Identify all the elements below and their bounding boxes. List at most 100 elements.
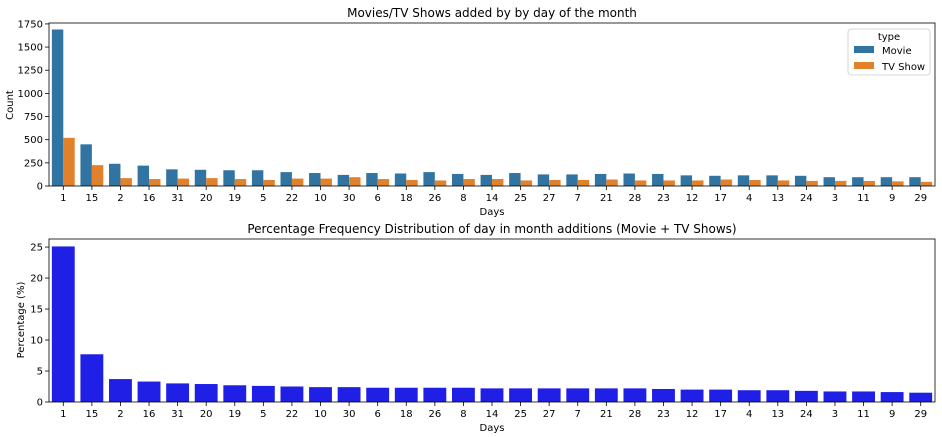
- bar-tv-show-day-5: [263, 179, 275, 186]
- x-tick-label: 9: [889, 409, 895, 420]
- bar-tv-show-day-29: [920, 181, 933, 186]
- y-tick-label: 1500: [18, 43, 43, 54]
- x-tick-label: 3: [832, 193, 838, 204]
- bar-day-1: [51, 246, 75, 402]
- x-tick-label: 15: [86, 409, 99, 420]
- x-tick-label: 9: [889, 193, 895, 204]
- bar-day-4: [737, 390, 761, 402]
- x-tick-label: 20: [200, 193, 213, 204]
- x-tick-label: 10: [314, 409, 327, 420]
- bar-tv-show-day-7: [577, 179, 590, 186]
- bar-day-28: [623, 388, 647, 402]
- x-tick-label: 12: [686, 409, 699, 420]
- bar-day-6: [366, 387, 390, 402]
- bar-tv-show-day-30: [349, 177, 361, 186]
- bar-movie-day-3: [823, 177, 835, 186]
- x-ticks: 1 15 2 16 31 20 19 5 22 10 30 6 18 26 8 14 25 27 7 21 28 23 12…: [60, 186, 927, 204]
- x-tick-label: 4: [746, 193, 752, 204]
- bar-movie-day-23: [652, 173, 664, 186]
- x-tick-label: 28: [629, 193, 642, 204]
- bar-tv-show-day-20: [206, 178, 218, 186]
- bar-day-15: [80, 354, 104, 402]
- bar-tv-show-day-23: [663, 180, 675, 186]
- x-tick-label: 24: [800, 409, 813, 420]
- x-tick-label: 25: [514, 193, 527, 204]
- x-tick-label: 2: [117, 409, 123, 420]
- bar-tv-show-day-21: [606, 179, 618, 186]
- bar-day-5: [251, 385, 275, 402]
- bar-day-20: [194, 384, 218, 402]
- x-tick-label: 16: [143, 409, 156, 420]
- bar-tv-show-day-8: [463, 179, 475, 186]
- bar-day-7: [566, 388, 590, 402]
- bar-day-21: [594, 388, 618, 402]
- bar-movie-day-11: [852, 177, 864, 186]
- x-tick-label: 25: [514, 409, 527, 420]
- bar-movie-day-5: [251, 170, 264, 186]
- bar-tv-show-day-31: [177, 178, 190, 186]
- bar-day-9: [880, 392, 904, 402]
- x-axis-label: Days: [480, 207, 505, 218]
- bar-movie-day-7: [566, 174, 578, 186]
- bar-day-3: [823, 391, 847, 402]
- y-axis-label: Percentage (%): [16, 282, 27, 359]
- x-tick-label: 10: [314, 193, 327, 204]
- y-tick-label: 1000: [18, 89, 43, 100]
- x-tick-label: 11: [857, 409, 870, 420]
- bar-day-17: [709, 389, 733, 402]
- y-tick-label: 20: [30, 274, 43, 285]
- bar-day-2: [109, 379, 132, 402]
- y-tick-label: 250: [24, 158, 43, 169]
- x-tick-label: 31: [171, 193, 184, 204]
- y-tick-label: 500: [24, 135, 43, 146]
- x-ticks: 1 15 2 16 31 20 19 5 22 10 30 6 18 26 8 14 25 27 7 21 28 23 12…: [60, 402, 927, 420]
- x-tick-label: 22: [286, 409, 299, 420]
- y-tick-label: 15: [30, 305, 43, 316]
- y-tick-label: 10: [30, 336, 43, 347]
- legend: type Movie TV Show: [847, 28, 931, 76]
- x-tick-label: 29: [914, 409, 927, 420]
- bar-tv-show-day-18: [406, 179, 418, 186]
- x-tick-label: 17: [714, 409, 727, 420]
- x-tick-label: 5: [260, 193, 266, 204]
- bar-movie-day-9: [880, 177, 893, 186]
- legend-label-tv-show: TV Show: [881, 62, 925, 73]
- bar-tv-show-day-24: [806, 180, 818, 186]
- bar-tv-show-day-14: [492, 179, 504, 186]
- bar-movie-day-21: [594, 173, 607, 186]
- chart-title: Movies/TV Shows added by by day of the m…: [347, 6, 637, 20]
- bar-movie-day-1: [51, 29, 64, 187]
- bar-tv-show-day-12: [692, 180, 704, 186]
- bar-day-31: [166, 383, 190, 402]
- x-tick-label: 19: [228, 409, 241, 420]
- bar-movie-day-6: [366, 173, 378, 186]
- bar-movie-day-15: [80, 144, 92, 186]
- bar-tv-show-day-4: [749, 179, 761, 186]
- bar-movie-day-4: [737, 175, 750, 186]
- x-tick-label: 6: [374, 193, 380, 204]
- bar-tv-show-day-13: [777, 180, 790, 186]
- x-tick-label: 17: [714, 193, 727, 204]
- y-tick-label: 1750: [18, 19, 43, 30]
- legend-swatch-tv-show: [854, 62, 874, 69]
- x-tick-label: 23: [657, 409, 670, 420]
- chart-title: Percentage Frequency Distribution of day…: [247, 222, 736, 236]
- bar-tv-show-day-15: [91, 165, 104, 186]
- x-tick-label: 7: [575, 409, 581, 420]
- bar-tv-show-day-28: [634, 180, 647, 186]
- x-tick-label: 24: [800, 193, 813, 204]
- bar-tv-show-day-17: [720, 179, 733, 186]
- x-tick-label: 14: [486, 409, 499, 420]
- bar-day-12: [680, 389, 704, 402]
- bar-tv-show-day-27: [549, 179, 561, 186]
- y-tick-label: 0: [37, 182, 43, 193]
- plot-frame: [48, 238, 936, 403]
- x-tick-label: 21: [600, 409, 613, 420]
- bar-day-30: [337, 387, 361, 402]
- bar-movie-day-18: [394, 173, 407, 186]
- x-tick-label: 8: [460, 193, 466, 204]
- x-tick-label: 11: [857, 193, 870, 204]
- bar-day-26: [423, 387, 447, 402]
- x-tick-label: 6: [374, 409, 380, 420]
